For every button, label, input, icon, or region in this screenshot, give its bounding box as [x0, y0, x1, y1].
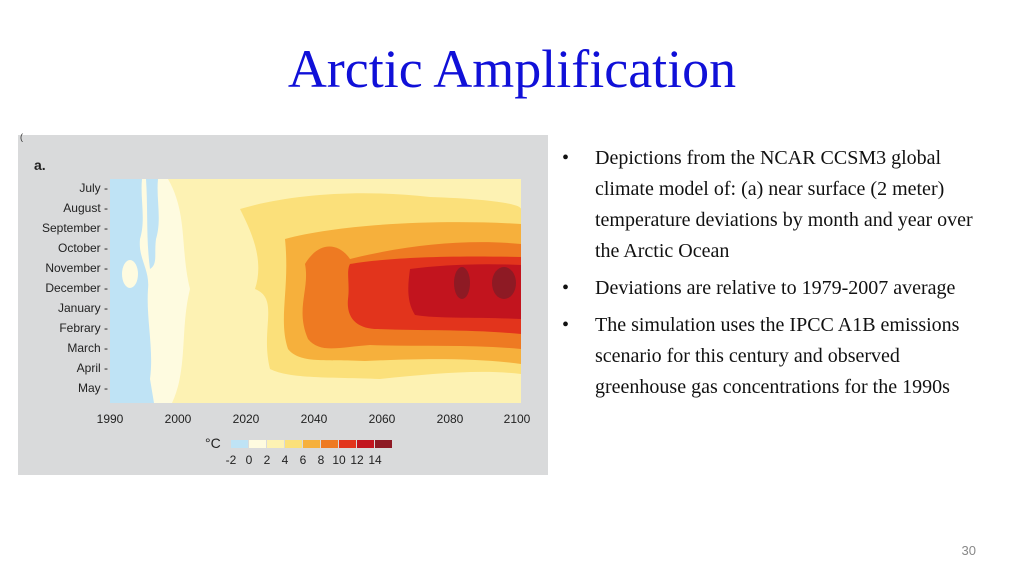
- colorbar-label: 10: [332, 453, 346, 467]
- month-label: May -: [78, 381, 108, 395]
- year-tick-label: 1990: [96, 412, 124, 426]
- bullet-text: Deviations are relative to 1979-2007 ave…: [595, 277, 956, 299]
- bullet-list: • Depictions from the NCAR CCSM3 global c…: [560, 143, 980, 409]
- heatmap-plot: [110, 179, 521, 403]
- page-number: 30: [961, 543, 976, 558]
- year-tick-label: 2100: [503, 412, 531, 426]
- month-label: September -: [41, 221, 108, 235]
- bullet-item: • Deviations are relative to 1979-2007 av…: [560, 273, 980, 304]
- month-label: December -: [45, 281, 108, 295]
- bullet-item: • Depictions from the NCAR CCSM3 global c…: [560, 143, 980, 267]
- colorbar-label: 6: [299, 453, 307, 467]
- year-tick-label: 2040: [300, 412, 328, 426]
- colorbar-swatch: [303, 440, 320, 448]
- colorbar-swatch: [249, 440, 266, 448]
- colorbar-label: 8: [317, 453, 325, 467]
- slide-title: Arctic Amplification: [287, 39, 737, 99]
- colorbar-swatch: [267, 440, 284, 448]
- heatmap-figure: ( a. July - August - September - October…: [18, 132, 548, 475]
- bullet-text: The simulation uses the IPCC A1B emissio…: [595, 314, 960, 398]
- cold-anomaly-region: [110, 179, 159, 403]
- year-tick-label: 2060: [368, 412, 396, 426]
- colorbar-swatch: [231, 440, 248, 448]
- month-label: March -: [67, 341, 108, 355]
- colorbar-swatch: [321, 440, 338, 448]
- colorbar-label: -2: [225, 453, 237, 467]
- month-label: August -: [63, 201, 108, 215]
- colorbar-label: 2: [263, 453, 271, 467]
- colorbar-unit: °C: [205, 435, 221, 451]
- colorbar-swatch: [375, 440, 392, 448]
- month-label: Febrary -: [59, 321, 108, 335]
- colorbar-label: 0: [245, 453, 253, 467]
- year-tick-label: 2020: [232, 412, 260, 426]
- year-tick-label: 2000: [164, 412, 192, 426]
- year-tick-label: 2080: [436, 412, 464, 426]
- month-label: January -: [57, 301, 108, 315]
- colorbar-label: 12: [350, 453, 364, 467]
- corner-mark: (: [20, 132, 23, 142]
- bullet-dot: •: [562, 277, 570, 299]
- colorbar-label: 4: [281, 453, 289, 467]
- month-label: July -: [79, 181, 108, 195]
- colorbar-label: 14: [368, 453, 382, 467]
- bullet-text: Depictions from the NCAR CCSM3 global cl…: [595, 147, 973, 262]
- colorbar-swatch: [339, 440, 356, 448]
- month-label: October -: [57, 241, 108, 255]
- month-label: April -: [76, 361, 108, 375]
- bullet-dot: •: [562, 147, 570, 169]
- colorbar-swatch: [285, 440, 302, 448]
- warming-contours: [168, 179, 521, 403]
- colorbar-swatch: [357, 440, 374, 448]
- panel-label: a.: [34, 157, 46, 173]
- bullet-item: • The simulation uses the IPCC A1B emissi…: [560, 310, 980, 403]
- bullet-dot: •: [562, 314, 570, 336]
- month-label: November -: [45, 261, 108, 275]
